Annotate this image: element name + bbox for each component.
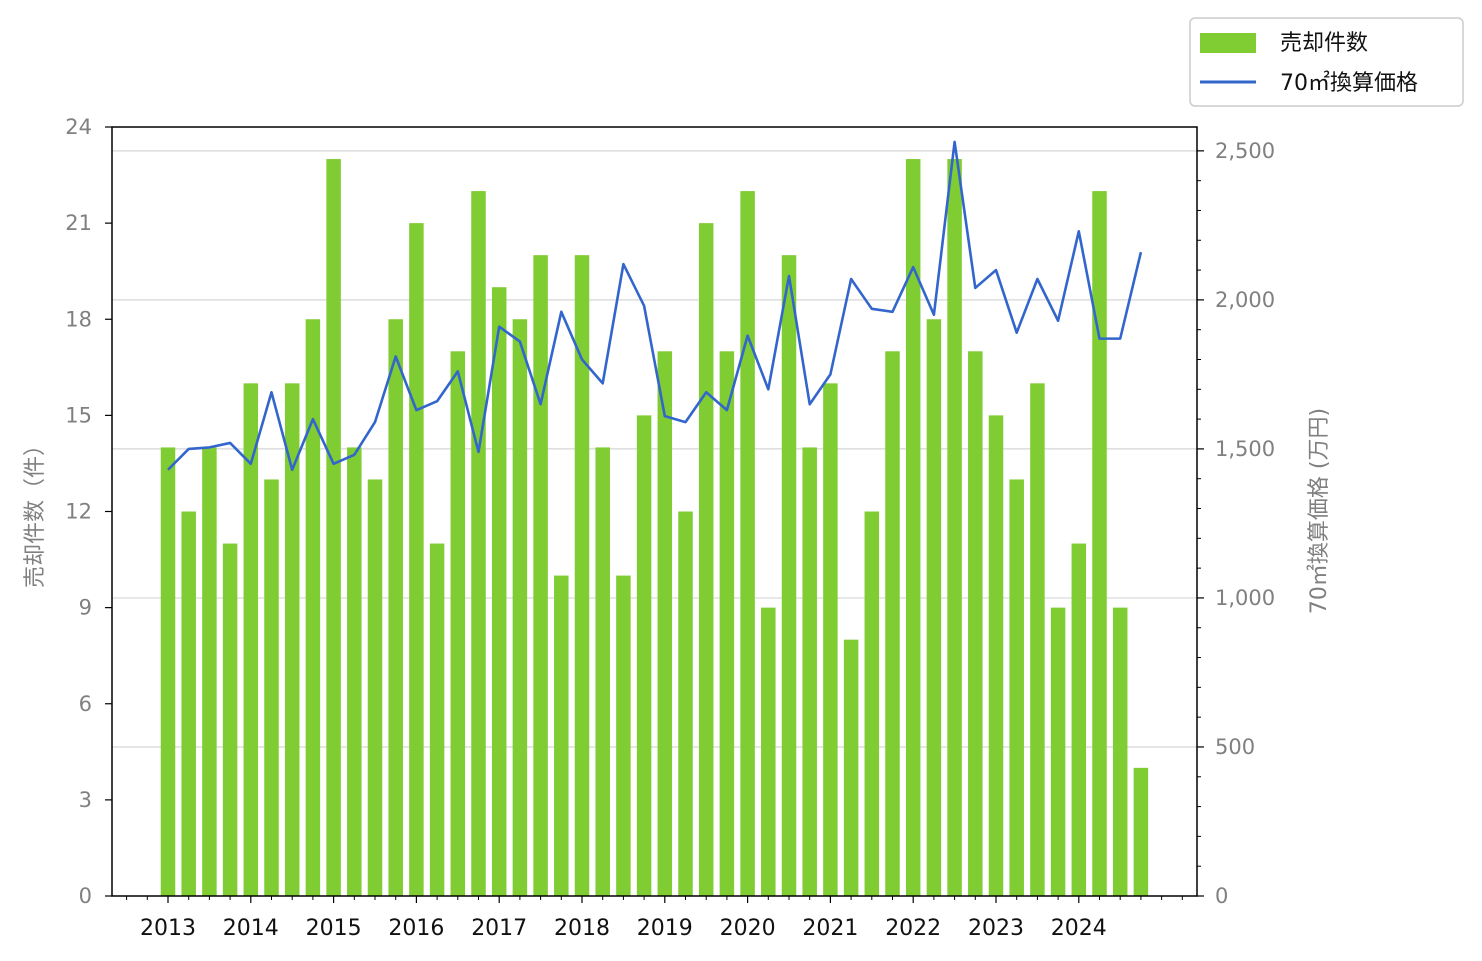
bar <box>905 159 921 896</box>
bar <box>1030 383 1045 896</box>
bar <box>636 415 652 896</box>
bar <box>471 191 486 897</box>
bar <box>326 159 341 896</box>
bar <box>1092 191 1107 897</box>
y-right-tick-label: 0 <box>1215 884 1228 908</box>
bar <box>160 447 176 896</box>
y-left-tick-label: 3 <box>79 788 92 812</box>
y-left-tick-label: 24 <box>65 115 92 139</box>
bar <box>657 351 673 897</box>
y-left-tick-label: 0 <box>79 884 92 908</box>
y-right-tick-label: 2,500 <box>1215 139 1275 163</box>
bar <box>616 575 631 896</box>
x-tick-label: 2020 <box>720 916 776 941</box>
bar <box>512 319 528 896</box>
x-tick-label: 2023 <box>968 916 1024 941</box>
bar <box>843 639 859 896</box>
legend: 売却件数 70㎡換算価格 <box>1189 17 1464 107</box>
x-tick-label: 2021 <box>802 916 858 941</box>
y-right-ticks: 0 500 1,000 1,500 2,000 2,500 <box>1197 139 1275 908</box>
bar <box>284 383 300 896</box>
y-left-tick-label: 9 <box>79 596 92 620</box>
bar <box>885 351 900 897</box>
bar <box>761 607 776 896</box>
bar <box>409 223 424 896</box>
bar <box>781 255 797 896</box>
x-tick-label: 2014 <box>223 916 279 941</box>
bar <box>367 479 383 896</box>
bar <box>698 223 714 896</box>
bar <box>926 319 942 896</box>
line-series <box>167 140 1143 472</box>
y-left-tick-label: 6 <box>79 692 92 716</box>
y-left-tick-label: 21 <box>65 211 92 235</box>
bar <box>450 351 466 897</box>
legend-line-label: 70㎡換算価格 <box>1280 70 1418 96</box>
bar <box>595 447 610 896</box>
x-tick-label: 2017 <box>471 916 527 941</box>
y-right-tick-label: 1,500 <box>1215 437 1275 461</box>
y-left-ticks: 0 3 6 9 12 15 18 21 24 <box>65 115 112 908</box>
bar <box>947 159 962 896</box>
bar <box>243 383 259 896</box>
x-tick-label: 2019 <box>637 916 693 941</box>
bar <box>429 543 445 896</box>
bar <box>1050 607 1066 896</box>
bar <box>388 319 403 896</box>
bar <box>554 575 569 896</box>
bar <box>1071 543 1087 896</box>
price-line <box>167 140 1143 472</box>
y-left-tick-label: 12 <box>65 500 92 524</box>
bar <box>202 447 217 896</box>
x-tick-label: 2015 <box>306 916 362 941</box>
x-tick-label: 2018 <box>554 916 610 941</box>
bar <box>864 511 880 896</box>
y-right-tick-label: 2,000 <box>1215 288 1275 312</box>
x-tick-label: 2022 <box>885 916 941 941</box>
bar <box>347 447 362 896</box>
bar <box>1009 479 1024 896</box>
bar <box>305 319 321 896</box>
y-right-tick-label: 1,000 <box>1215 586 1275 610</box>
bar <box>1133 767 1149 896</box>
bar <box>491 287 507 896</box>
bar <box>264 479 279 896</box>
bar <box>988 415 1004 896</box>
y-left-tick-label: 18 <box>65 307 92 331</box>
x-tick-label: 2024 <box>1051 916 1107 941</box>
bar-series <box>160 159 1149 897</box>
bar <box>222 543 238 896</box>
legend-box <box>1189 17 1464 107</box>
bar <box>533 255 548 896</box>
bar <box>574 255 590 896</box>
bar <box>678 511 693 896</box>
bar <box>1112 607 1128 896</box>
x-tick-label: 2016 <box>388 916 444 941</box>
y-left-tick-label: 15 <box>65 403 92 427</box>
bar <box>740 191 755 897</box>
bar <box>802 447 817 896</box>
y-right-tick-label: 500 <box>1215 735 1255 759</box>
bar <box>823 383 838 896</box>
y-right-axis-title: 70㎡換算価格 (万円) <box>1306 408 1332 614</box>
x-tick-label: 2013 <box>140 916 196 941</box>
legend-bar-swatch <box>1200 33 1256 53</box>
x-ticks: 2013 2014 2015 2016 2017 2018 2019 2020 2021 2022… <box>126 896 1183 941</box>
bar <box>968 351 983 897</box>
y-left-axis-title: 売却件数（件） <box>23 434 48 588</box>
legend-bar-label: 売却件数 <box>1280 31 1368 56</box>
bar <box>719 351 735 897</box>
bar <box>181 511 196 896</box>
